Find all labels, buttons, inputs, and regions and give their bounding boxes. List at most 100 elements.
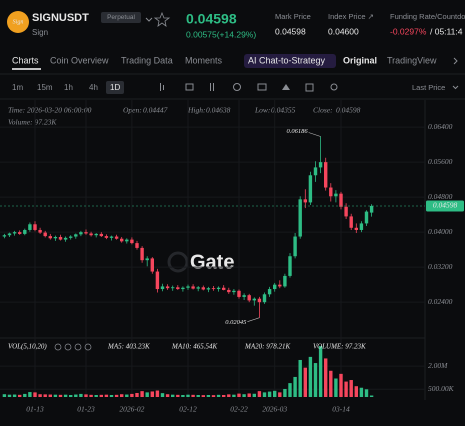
symbol: SIGNUSDT [32,12,89,24]
candle-body [318,162,323,168]
interval[interactable]: 1h [64,83,73,92]
candle-body [84,232,88,234]
candle-body [89,233,93,236]
volume-bar [160,393,165,397]
volume-bar [293,376,297,397]
legend-icon[interactable] [64,343,72,351]
tab[interactable]: TradingView [387,55,437,65]
info-text: Time: [8,106,25,115]
x-tick-label: 2026-03 [262,405,287,414]
candle-body [53,236,58,239]
stat-extra: / 05:11:4 [430,26,463,36]
candle-body [74,234,78,237]
volume-bar [303,367,307,397]
tab[interactable]: Coin Overview [50,55,109,65]
volume-bar [99,394,103,397]
volume-bar [53,394,58,397]
interval[interactable]: 1D [110,83,120,92]
volume-bar [339,373,343,397]
badge-bg [101,12,141,23]
candle-body [313,167,318,176]
candle-body [288,256,292,276]
candle-body [359,223,364,230]
candle-body [222,287,226,290]
candle-body [324,162,328,188]
info-text: High: [187,106,206,115]
legend-icon[interactable] [54,343,62,351]
volume-bar [7,394,12,397]
candle-body [344,206,348,217]
price-mode-caret[interactable] [452,85,459,90]
candle-body [109,236,114,238]
candle-body [79,232,83,235]
volume-bar [18,394,22,397]
y-tick-label: 0.04000 [428,227,453,236]
volume-bar [211,395,216,397]
symbol-caret[interactable] [145,17,153,22]
tab[interactable]: Trading Data [121,55,173,65]
candle-body [38,229,42,233]
candle-body [18,232,22,234]
x-tick-label: 03-14 [332,405,350,414]
candle-body [94,233,98,236]
volume-bar [171,394,175,397]
tabs-more[interactable] [453,57,458,65]
low-marker [247,317,260,322]
volume-bar [125,394,129,397]
stat-label: Mark Price [275,12,311,21]
volume-bar [313,363,318,397]
favorite-star[interactable] [153,11,171,27]
candle-body [227,289,231,293]
info-value: 0.04447 [143,106,168,115]
candle-body [58,236,63,240]
candle-body [33,224,37,230]
volume-bar [104,394,109,397]
volume-bar [369,395,374,397]
volume-tick-label: 2.00M [428,361,448,370]
candle-body [349,216,353,228]
tab[interactable]: Moments [185,55,223,65]
candle-body [216,287,221,290]
legend-icon[interactable] [84,343,92,351]
candle-body [63,237,68,240]
volume-legend: MA20: 978.21K [244,343,290,351]
volume-bar [58,394,63,397]
interval[interactable]: 4h [89,83,98,92]
tab[interactable]: AI Chat-to-Strategy [248,55,326,65]
y-tick-label: 0.04800 [428,192,453,201]
volume-bar [120,394,124,397]
volume-bar [181,394,185,397]
candle-body [135,243,139,248]
tab[interactable]: Original [343,55,377,65]
candle-body [171,287,175,289]
interval[interactable]: 1m [12,83,23,92]
candle-body [339,193,343,207]
candle-body [293,236,297,257]
tab[interactable]: Charts [12,55,39,65]
volume-bar [298,359,302,397]
candle-body [120,238,124,242]
candle-body [201,287,205,290]
volume-bar [344,381,348,397]
candle-body [329,187,333,197]
candle-body [257,298,262,303]
volume-tick-label: 500.00K [428,384,455,393]
info-value: 0.04355 [271,106,296,115]
volume-bar [237,393,241,397]
interval[interactable]: 15m [37,83,53,92]
candle-body [69,236,73,238]
volume-bar [48,394,52,397]
candle-body [150,258,154,272]
price-mode[interactable]: Last Price [412,83,445,92]
toolbar-icons[interactable] [160,83,338,92]
volume-bar [12,394,17,397]
candle-body [48,236,52,239]
candle-body [160,286,165,290]
last-price: 0.04598 [186,11,237,27]
volume-bar [278,392,282,397]
x-tick-label: 02-12 [179,405,197,414]
volume-bar [114,394,119,397]
legend-icon[interactable] [74,343,82,351]
x-tick-label: 02-22 [230,405,248,414]
